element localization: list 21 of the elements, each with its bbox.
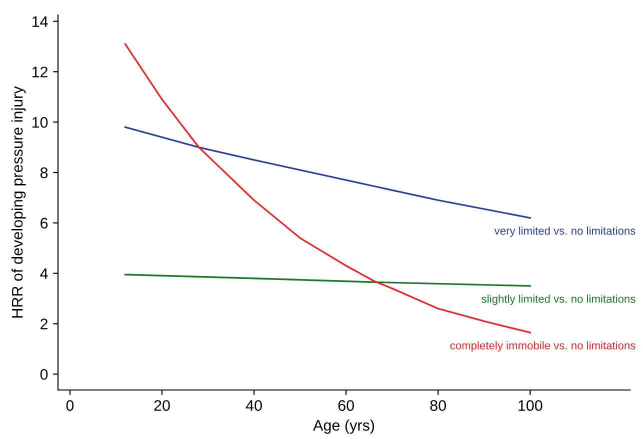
x-tick-label: 20 — [154, 400, 170, 411]
y-tick-label: 12 — [32, 66, 48, 78]
x-axis-title: Age (yrs) — [313, 420, 374, 434]
series-label: slightly limited vs. no limitations — [482, 294, 636, 305]
x-tick-label: 40 — [246, 400, 262, 411]
series-label: completely immobile vs. no limitations — [450, 341, 636, 352]
y-tick-label: 4 — [40, 268, 48, 279]
y-tick-label: 14 — [32, 16, 48, 27]
line-series — [124, 126, 531, 219]
x-tick-label: 60 — [338, 400, 354, 411]
y-tick-label: 2 — [40, 318, 48, 330]
y-tick-label: 6 — [40, 218, 48, 229]
y-tick-label: 0 — [40, 368, 48, 380]
x-tick-label: 0 — [66, 400, 74, 411]
x-tick-label: 80 — [430, 400, 446, 411]
y-tick-label: 10 — [32, 116, 48, 128]
y-tick-label: 8 — [40, 167, 48, 178]
y-axis-title: HRR of developing pressure injury — [11, 86, 26, 318]
x-tick-label: 100 — [518, 400, 542, 411]
line-series — [124, 274, 531, 287]
series-label: very limited vs. no limitations — [494, 226, 636, 237]
